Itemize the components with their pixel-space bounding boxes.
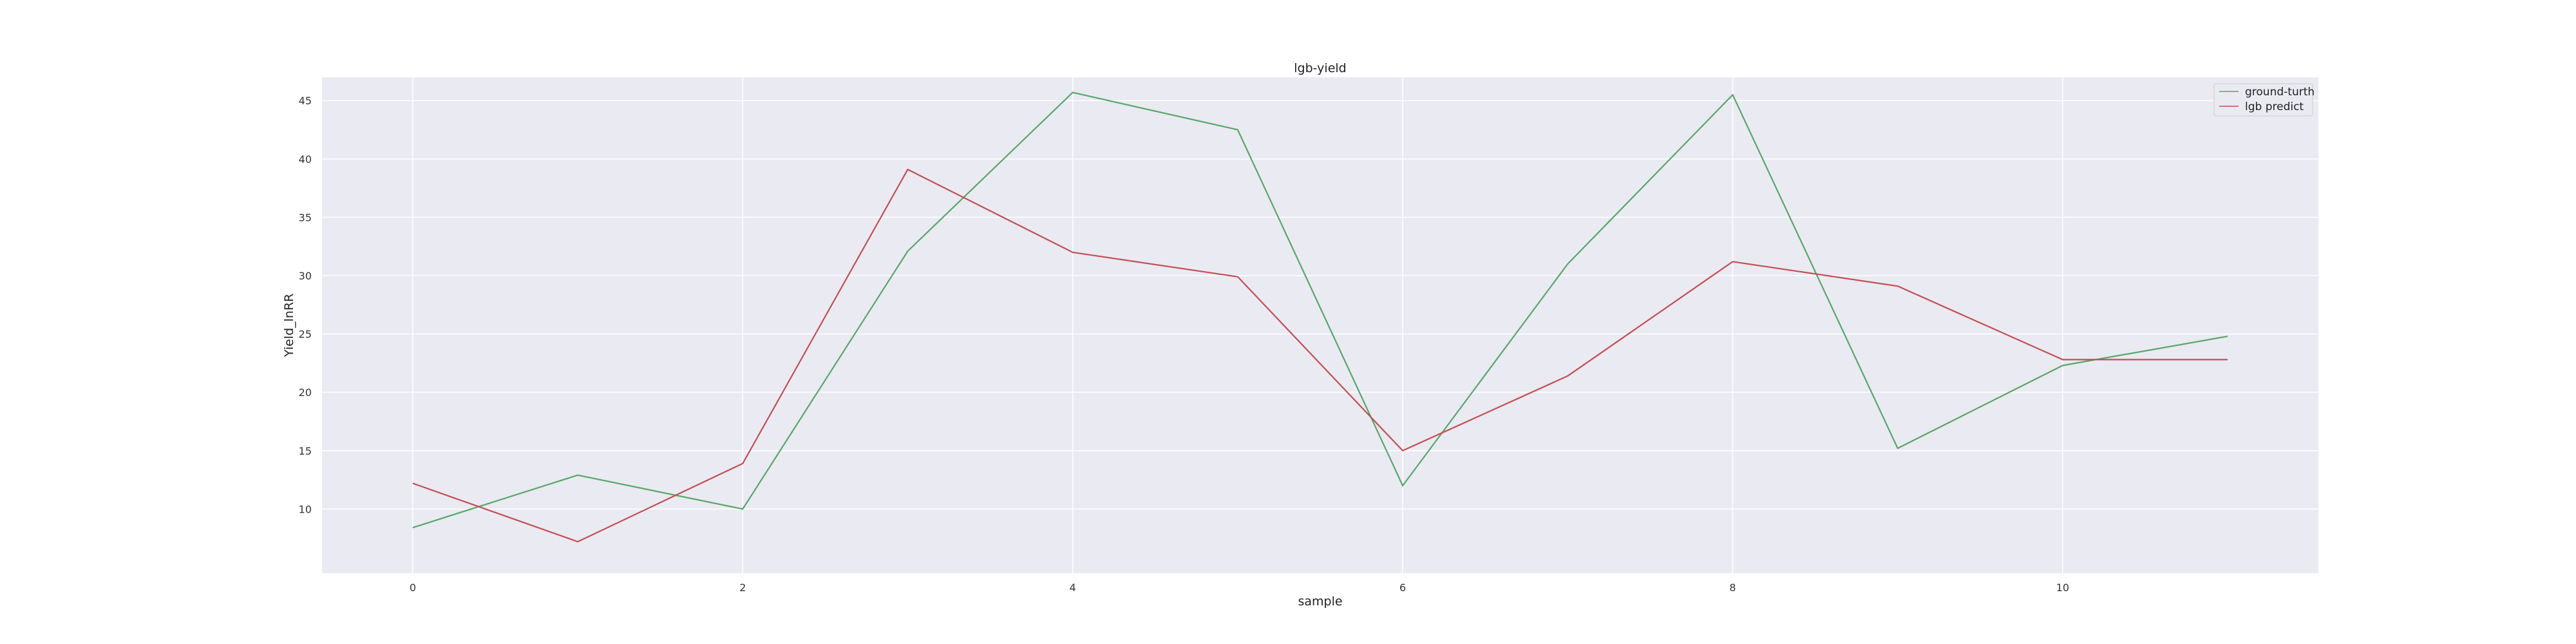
x-tick-label: 6 (1399, 582, 1406, 594)
legend-box (2213, 83, 2313, 117)
tick-labels: 0 2 4 6 8 10 10 15 20 25 30 35 40 45 (299, 95, 2069, 594)
series-lines (412, 91, 2228, 543)
legend: ground-turth lgb predict (2213, 83, 2315, 117)
y-tick-label: 30 (299, 270, 312, 282)
y-tick-label: 40 (299, 153, 312, 166)
y-tick-label: 20 (299, 386, 312, 399)
x-axis-label: sample (1298, 594, 1342, 609)
x-tick-label: 10 (2056, 582, 2069, 594)
y-tick-label: 15 (299, 445, 312, 457)
legend-label-ground-turth: ground-turth (2245, 86, 2315, 99)
grid-lines (322, 77, 2318, 573)
series-line-lgb-predict (412, 169, 2228, 543)
x-tick-label: 8 (1729, 582, 1736, 594)
series-line-ground-turth (412, 91, 2228, 529)
y-tick-label: 45 (299, 95, 312, 107)
x-tick-label: 4 (1070, 582, 1076, 594)
y-tick-label: 25 (299, 328, 312, 341)
plot-background (322, 77, 2318, 573)
y-tick-label: 35 (299, 211, 312, 223)
y-tick-label: 10 (299, 503, 312, 515)
chart-title: lgb-yield (1294, 61, 1346, 75)
x-tick-label: 2 (739, 582, 746, 594)
x-tick-label: 0 (410, 582, 416, 594)
legend-label-lgb-predict: lgb predict (2245, 100, 2304, 113)
y-axis-label: Yield_lnRR (282, 294, 296, 357)
